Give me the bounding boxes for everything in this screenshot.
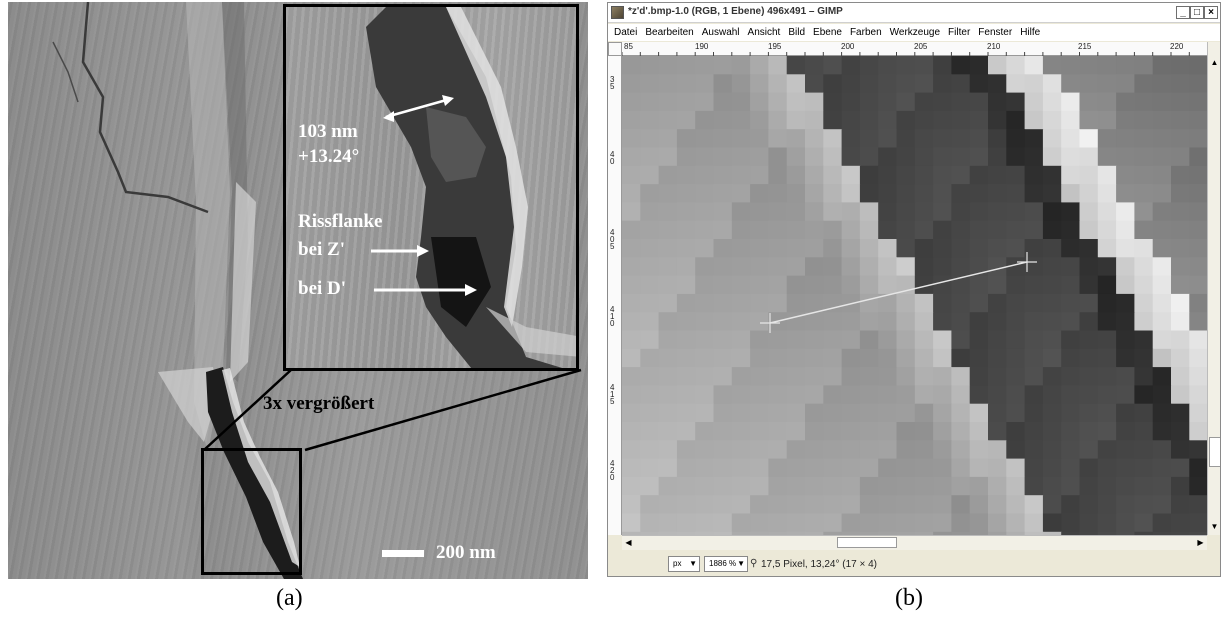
ruler-v-label: 420	[610, 460, 618, 481]
ruler-v-label: 410	[610, 306, 618, 327]
horizontal-scroll-thumb[interactable]	[837, 537, 897, 548]
status-bar: px ▼ 1886 % ▼ ⚲ 17,5 Pixel, 13,24° (17 ×…	[608, 551, 1220, 577]
menu-auswahl[interactable]: Auswahl	[698, 25, 744, 40]
measure-line	[770, 262, 1027, 323]
zoom-value: 1886 %	[709, 559, 736, 568]
horizontal-ruler[interactable]: 85 190 195 200 205 210 215 220	[622, 42, 1207, 56]
gimp-app-icon	[611, 6, 624, 19]
unit-value: px	[673, 559, 681, 568]
scroll-right-arrow-icon[interactable]: ▶	[1194, 536, 1207, 549]
menu-fenster[interactable]: Fenster	[974, 25, 1016, 40]
ruler-v-label: 35	[610, 76, 618, 90]
menu-ansicht[interactable]: Ansicht	[744, 25, 785, 40]
ruler-v-label: 405	[610, 229, 618, 250]
maximize-button[interactable]: □	[1190, 6, 1204, 19]
scroll-left-arrow-icon[interactable]: ◀	[622, 536, 635, 549]
scroll-up-arrow-icon[interactable]: ▲	[1208, 56, 1221, 69]
title-bar: *z'd'.bmp-1.0 (RGB, 1 Ebene) 496x491 – G…	[608, 3, 1220, 23]
scroll-down-arrow-icon[interactable]: ▼	[1208, 520, 1221, 533]
vertical-scrollbar[interactable]: ▲ ▼	[1207, 42, 1221, 535]
chevron-down-icon: ▼	[689, 557, 697, 571]
status-message: 17,5 Pixel, 13,24° (17 × 4)	[761, 559, 877, 570]
crack-flank-label: Rissflanke	[298, 211, 382, 233]
window-title: *z'd'.bmp-1.0 (RGB, 1 Ebene) 496x491 – G…	[628, 6, 843, 17]
ruler-corner-button[interactable]	[608, 42, 622, 56]
chevron-down-icon: ▼	[737, 557, 745, 571]
menu-bearbeiten[interactable]: Bearbeiten	[641, 25, 697, 40]
inset-annotations	[286, 7, 579, 371]
measure-angle-label: +13.24°	[298, 146, 359, 168]
caption-b: (b)	[895, 585, 923, 612]
caption-a: (a)	[276, 585, 303, 612]
z-prime-label: bei Z'	[298, 239, 345, 261]
unit-select[interactable]: px ▼	[668, 556, 700, 572]
menu-bild[interactable]: Bild	[784, 25, 809, 40]
scale-bar-label: 200 nm	[436, 542, 496, 564]
menu-werkzeuge[interactable]: Werkzeuge	[886, 25, 944, 40]
magnification-label: 3x vergrößert	[263, 393, 374, 415]
menu-filter[interactable]: Filter	[944, 25, 974, 40]
ruler-v-label: 40	[610, 151, 618, 165]
zoom-select[interactable]: 1886 % ▼	[704, 556, 748, 572]
menu-datei[interactable]: Datei	[610, 25, 641, 40]
image-canvas[interactable]	[622, 56, 1207, 535]
menu-farben[interactable]: Farben	[846, 25, 886, 40]
gimp-window: *z'd'.bmp-1.0 (RGB, 1 Ebene) 496x491 – G…	[607, 2, 1221, 577]
ruler-v-label: 415	[610, 384, 618, 405]
menu-ebene[interactable]: Ebene	[809, 25, 846, 40]
close-button[interactable]: ×	[1204, 6, 1218, 19]
ruler-h-ticks	[622, 42, 1207, 56]
menu-hilfe[interactable]: Hilfe	[1016, 25, 1044, 40]
menu-bar: Datei Bearbeiten Auswahl Ansicht Bild Eb…	[608, 24, 1220, 41]
zoom-source-box	[201, 448, 302, 575]
minimize-button[interactable]: _	[1176, 6, 1190, 19]
measure-overlay	[622, 56, 1207, 535]
vertical-scroll-thumb[interactable]	[1209, 437, 1221, 467]
d-prime-label: bei D'	[298, 278, 346, 300]
vertical-ruler[interactable]: 35 40 405 410 415 420	[608, 56, 622, 535]
scale-bar	[382, 550, 424, 557]
magnified-inset: 103 nm +13.24° Rissflanke bei Z' bei D'	[283, 4, 579, 371]
sem-image-panel: 103 nm +13.24° Rissflanke bei Z' bei D' …	[8, 2, 588, 579]
measure-value-label: 103 nm	[298, 121, 358, 143]
horizontal-scrollbar[interactable]: ◀ ▶	[622, 535, 1207, 550]
measure-tool-icon: ⚲	[750, 558, 757, 569]
